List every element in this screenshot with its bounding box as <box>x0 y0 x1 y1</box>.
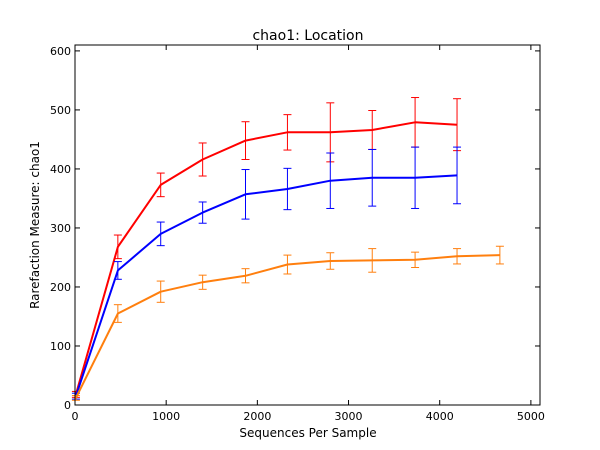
y-tick-label: 200 <box>50 281 71 294</box>
y-tick-label: 0 <box>64 399 71 412</box>
y-tick-label: 100 <box>50 340 71 353</box>
x-tick-label: 5000 <box>517 410 545 423</box>
x-tick-label: 2000 <box>243 410 271 423</box>
series-2 <box>71 245 504 401</box>
y-axis-label: Rarefaction Measure: chao1 <box>28 141 42 309</box>
series-line <box>74 174 458 397</box>
y-tick-label: 600 <box>50 45 71 58</box>
y-tick-label: 500 <box>50 104 71 117</box>
x-tick-label: 1000 <box>152 410 180 423</box>
y-tick-label: 400 <box>50 163 71 176</box>
plot-frame <box>74 44 541 406</box>
plot-area <box>71 97 504 401</box>
series-line <box>75 254 500 399</box>
x-tick-label: 0 <box>72 410 79 423</box>
series-1 <box>71 146 462 400</box>
axis-ticks: 0 1000 2000 3000 4000 5000 0 100 200 300 400 500 600 <box>50 45 545 423</box>
y-tick-label: 300 <box>50 222 71 235</box>
series-0 <box>71 97 462 398</box>
x-axis-label: Sequences Per Sample <box>239 426 376 440</box>
series-line <box>74 121 458 395</box>
x-tick-label: 4000 <box>426 410 454 423</box>
x-tick-label: 3000 <box>335 410 363 423</box>
chart-title: chao1: Location <box>252 28 363 44</box>
